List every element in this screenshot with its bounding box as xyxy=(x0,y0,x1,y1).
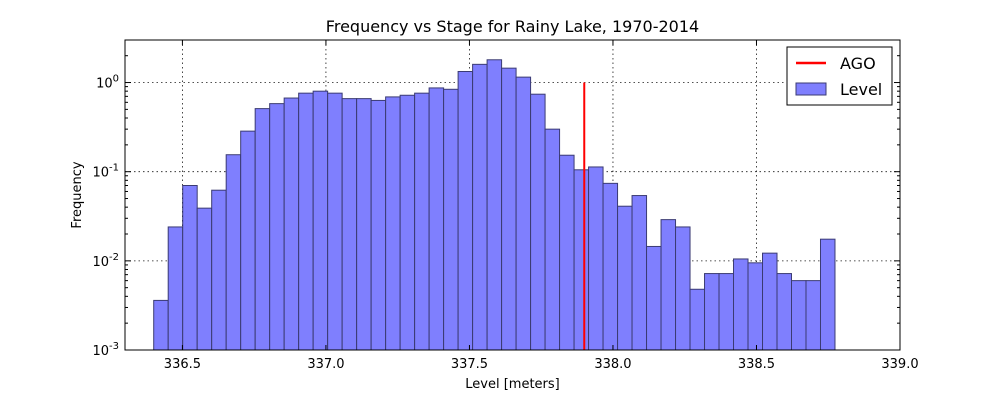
histogram-bar xyxy=(225,154,242,351)
ticks-layer: 336.5 337.0 337.5 338.0 338.5 339.010-310-210… xyxy=(92,39,919,372)
histogram-bar xyxy=(457,70,474,351)
y-tick-label: 10-1 xyxy=(92,163,119,181)
bars-layer xyxy=(153,59,836,351)
x-tick-label: 338.0 xyxy=(594,357,631,372)
y-tick-label-base: 10 xyxy=(96,77,113,92)
x-axis-label: Level [meters] xyxy=(465,377,559,392)
histogram-bar xyxy=(472,63,488,351)
histogram-bar xyxy=(646,245,662,351)
histogram-bar xyxy=(776,273,793,351)
histogram-bar xyxy=(443,88,459,351)
histogram-bar xyxy=(298,92,314,351)
y-tick-label-base: 10 xyxy=(92,255,109,270)
histogram-bar xyxy=(182,185,198,351)
histogram-bar xyxy=(167,226,184,351)
y-tick-label-exponent: -1 xyxy=(109,163,119,174)
y-tick-label: 10-2 xyxy=(92,252,119,270)
histogram-bar xyxy=(399,94,416,351)
histogram-bar xyxy=(356,98,372,351)
chart-title: Frequency vs Stage for Rainy Lake, 1970-… xyxy=(326,17,699,36)
histogram-bar xyxy=(819,238,836,351)
histogram-bar xyxy=(675,226,691,351)
legend-label: AGO xyxy=(840,54,876,73)
histogram-bar xyxy=(312,90,329,351)
histogram-bar xyxy=(762,252,778,351)
histogram-bar xyxy=(341,98,358,351)
histogram-bar xyxy=(747,262,764,351)
x-tick-label: 337.5 xyxy=(451,357,488,372)
histogram-bar xyxy=(428,87,445,351)
histogram-bar xyxy=(414,92,430,351)
histogram-bar xyxy=(211,189,227,351)
histogram-bar xyxy=(385,96,401,351)
x-tick-label: 338.5 xyxy=(738,357,775,372)
x-tick-label: 337.0 xyxy=(307,357,344,372)
histogram-bar xyxy=(269,103,285,351)
histogram-bar xyxy=(733,258,749,351)
histogram-bar xyxy=(660,219,677,351)
y-tick-label: 100 xyxy=(96,74,119,92)
x-tick-label: 336.5 xyxy=(164,357,201,372)
histogram-bar xyxy=(153,299,169,351)
histogram-bar xyxy=(791,280,807,351)
histogram-bar xyxy=(559,154,575,351)
histogram-bar xyxy=(327,92,343,351)
y-tick-label-exponent: -3 xyxy=(109,341,119,352)
histogram-bar xyxy=(515,76,532,351)
histogram-bar xyxy=(573,169,590,351)
histogram-bar xyxy=(588,166,604,351)
histogram-bar xyxy=(704,273,720,351)
histogram-bar xyxy=(254,108,271,351)
histogram-bar xyxy=(544,128,561,351)
histogram-bar xyxy=(617,205,633,351)
legend-swatch-patch xyxy=(795,82,827,96)
plot-frame xyxy=(124,39,901,351)
legend: AGO Level xyxy=(786,46,893,106)
legend-label: Level xyxy=(840,80,882,99)
y-tick-label: 10-3 xyxy=(92,341,119,359)
histogram-bar xyxy=(240,130,256,351)
y-tick-label-base: 10 xyxy=(92,344,109,359)
histogram-bar xyxy=(805,280,821,351)
y-tick-label-exponent: 0 xyxy=(113,74,119,85)
histogram-bar xyxy=(370,99,387,351)
histogram-bar xyxy=(486,59,503,351)
x-tick-label: 339.0 xyxy=(881,357,918,372)
histogram-bar xyxy=(602,182,619,351)
histogram-bar xyxy=(631,195,648,351)
histogram-bar xyxy=(689,288,706,351)
y-axis-label: Frequency xyxy=(70,161,85,228)
y-tick-label-base: 10 xyxy=(92,166,109,181)
histogram-bar xyxy=(196,207,213,351)
y-tick-label-exponent: -2 xyxy=(109,252,119,263)
histogram-bar xyxy=(283,97,300,351)
histogram-bar xyxy=(530,93,546,351)
histogram-bar xyxy=(501,67,517,351)
histogram-bar xyxy=(718,273,735,351)
